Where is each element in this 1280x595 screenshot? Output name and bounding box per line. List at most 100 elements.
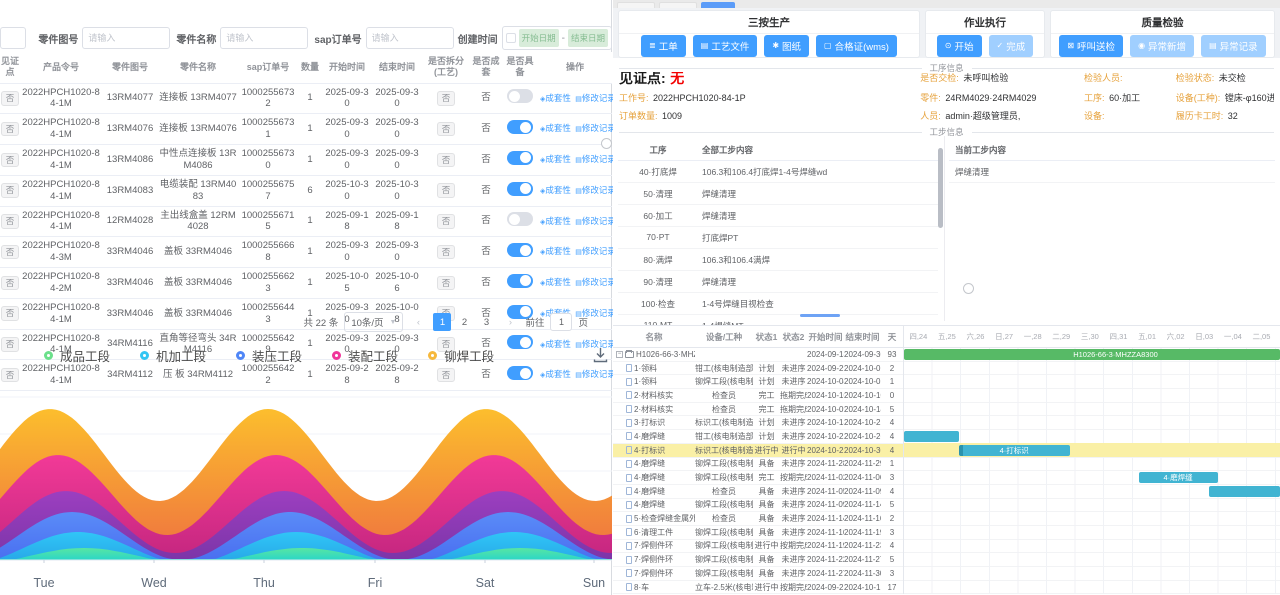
- ready-toggle[interactable]: [507, 335, 533, 350]
- action-button[interactable]: ⊠ 呼叫送检: [1059, 34, 1124, 57]
- split-button[interactable]: 否: [437, 337, 455, 352]
- filter-input[interactable]: [82, 27, 171, 49]
- gantt-row[interactable]: − 2·材料核实 检查员 完工 拖期完成 2024-10-09 2024-10-…: [613, 402, 1280, 417]
- gantt-row[interactable]: − 8·车 立车-2.5米(核电制造部) 进行中 按期完成 2024-09-25…: [613, 580, 1280, 595]
- complete-set-link[interactable]: ◈成套性: [540, 246, 571, 257]
- ready-toggle[interactable]: [507, 89, 533, 104]
- next-page-button[interactable]: ›: [508, 316, 513, 328]
- goto-page-input[interactable]: [550, 313, 573, 331]
- gantt-row[interactable]: − 1·领料 铆焊工段(核电制造部) 计划 未进序 2024-10-04 202…: [613, 374, 1280, 390]
- complete-set-link[interactable]: ◈成套性: [540, 369, 571, 380]
- gantt-row[interactable]: − 3·打标识 标识工(核电制造部) 计划 未进序 2024-10-18 202…: [613, 415, 1280, 431]
- tab-inactive[interactable]: [659, 2, 697, 8]
- page-size-select[interactable]: 10条/页 ▼: [344, 312, 404, 332]
- process-row[interactable]: 90·清理 焊缝清理: [618, 271, 938, 293]
- date-checkbox[interactable]: [505, 33, 516, 43]
- end-date-input[interactable]: 结束日期: [568, 29, 608, 47]
- gantt-bar[interactable]: 4·打标识: [958, 444, 1070, 456]
- action-button[interactable]: ≣ 工单: [641, 34, 686, 57]
- ready-toggle[interactable]: [507, 181, 533, 196]
- prev-page-button[interactable]: ‹: [416, 316, 421, 328]
- gantt-row[interactable]: − 7·焊侧件环 铆焊工段(核电制造部) 进行中 按期完成 2024-11-19…: [613, 539, 1280, 554]
- gantt-row[interactable]: − H1026-66-3·MHZZA8300 2024-09-18 2024-0…: [613, 347, 1280, 362]
- page-number-button[interactable]: 2: [461, 316, 468, 328]
- ready-toggle[interactable]: [507, 212, 533, 227]
- date-range-picker[interactable]: 开始日期 - 结束日期: [501, 26, 612, 50]
- horizontal-scrollbar[interactable]: [800, 314, 840, 317]
- complete-set-link[interactable]: ◈成套性: [540, 277, 571, 287]
- page-number-button[interactable]: 1: [433, 313, 452, 331]
- split-button[interactable]: 否: [437, 367, 455, 383]
- modify-record-link[interactable]: ▤修改记录: [575, 154, 616, 164]
- complete-set-link[interactable]: ◈成套性: [540, 338, 571, 349]
- complete-set-link[interactable]: ◈成套性: [540, 308, 571, 318]
- complete-set-link[interactable]: ◈成套性: [540, 154, 571, 164]
- gantt-row[interactable]: − 7·焊侧件环 铆焊工段(核电制造部) 具备 未进序 2024-11-27 2…: [613, 566, 1280, 581]
- split-button[interactable]: 否: [437, 244, 455, 260]
- vertical-scrollbar[interactable]: [938, 148, 943, 228]
- gantt-row[interactable]: − 4·磨焊缝 铆焊工段(核电制造部) 具备 未进序 2024-11-09 20…: [613, 498, 1280, 513]
- process-row[interactable]: 100·检查 1-4号焊缝目视检查: [618, 293, 938, 315]
- gantt-bar[interactable]: [904, 430, 959, 442]
- gantt-row[interactable]: − 7·焊侧件环 铆焊工段(核电制造部) 具备 未进序 2024-11-22 2…: [613, 552, 1280, 567]
- process-row[interactable]: 50·清理 焊缝清理: [618, 183, 938, 205]
- start-date-input[interactable]: 开始日期: [518, 29, 559, 47]
- gantt-row[interactable]: − 4·磨焊缝 铆焊工段(核电制造部) 完工 按期完成 2024-11-02 2…: [613, 470, 1280, 485]
- split-button[interactable]: 否: [437, 214, 455, 229]
- process-row[interactable]: 80·满焊 106.3和106.4满焊: [618, 249, 938, 271]
- legend-item[interactable]: 成品工段: [44, 346, 110, 365]
- action-button[interactable]: ✓ 完成: [988, 34, 1034, 57]
- ready-toggle[interactable]: [507, 243, 533, 258]
- download-icon[interactable]: [593, 347, 608, 368]
- ready-toggle[interactable]: [507, 150, 533, 165]
- filter-input[interactable]: [365, 27, 454, 49]
- complete-set-link[interactable]: ◈成套性: [540, 123, 571, 134]
- cropped-filter-input[interactable]: [0, 27, 27, 49]
- process-row[interactable]: 70·PT 打底焊PT: [618, 227, 938, 249]
- gantt-bar[interactable]: 4·磨焊缝: [1138, 471, 1218, 483]
- action-button[interactable]: ▤ 异常记录: [1201, 34, 1266, 57]
- gantt-row[interactable]: − 5·检查焊缝金属外观 检查员 具备 未进序 2024-11-14 2024-…: [613, 511, 1280, 526]
- modify-record-link[interactable]: ▤修改记录: [575, 184, 616, 195]
- modify-record-link[interactable]: ▤修改记录: [575, 246, 616, 257]
- ready-toggle[interactable]: [507, 366, 533, 381]
- tab-inactive[interactable]: [617, 2, 655, 8]
- collapse-icon[interactable]: −: [616, 350, 623, 358]
- modify-record-link[interactable]: ▤修改记录: [575, 215, 616, 226]
- page-number-button[interactable]: 3: [483, 316, 490, 328]
- nested-divider-handle[interactable]: [963, 283, 974, 294]
- gantt-bar[interactable]: [1209, 485, 1280, 497]
- gantt-row[interactable]: − 6·清理工件 铆焊工段(核电制造部) 具备 未进序 2024-11-16 2…: [613, 525, 1280, 540]
- legend-item[interactable]: 装配工段: [332, 346, 398, 365]
- action-button[interactable]: ◉ 异常新增: [1130, 34, 1195, 57]
- legend-item[interactable]: 机加工段: [140, 346, 206, 365]
- gantt-row[interactable]: − 4·打标识 标识工(核电制造部) 进行中 进行中 2024-10-26 20…: [613, 443, 1280, 458]
- legend-item[interactable]: 装压工段: [236, 346, 302, 365]
- ready-toggle[interactable]: [507, 273, 533, 288]
- modify-record-link[interactable]: ▤修改记录: [575, 338, 616, 349]
- gantt-row[interactable]: − 2·材料核实 检查员 完工 拖期完成 2024-10-10 2024-10-…: [613, 388, 1280, 403]
- ready-toggle[interactable]: [507, 304, 533, 319]
- action-button[interactable]: ⊙ 开始: [936, 34, 982, 57]
- action-button[interactable]: ▤ 工艺文件: [692, 34, 758, 57]
- gantt-row[interactable]: − 1·领料 钳工(核电制造部) 计划 未进序 2024-09-29 2024-…: [613, 361, 1280, 376]
- complete-set-link[interactable]: ◈成套性: [540, 92, 571, 103]
- process-row[interactable]: 40·打底焊 106.3和106.4打底焊1-4号焊缝wd: [618, 161, 938, 183]
- gantt-row[interactable]: − 4·磨焊缝 检查员 具备 未进序 2024-11-05 2024-11-09…: [613, 484, 1280, 499]
- split-divider-handle[interactable]: [601, 138, 612, 149]
- complete-set-link[interactable]: ◈成套性: [540, 215, 571, 226]
- modify-record-link[interactable]: ▤修改记录: [575, 307, 616, 318]
- process-row[interactable]: 60·加工 焊缝清理: [618, 205, 938, 227]
- gantt-row[interactable]: − 4·磨焊缝 钳工(核电制造部) 计划 未进序 2024-10-22 2024…: [613, 429, 1280, 444]
- split-button[interactable]: 否: [437, 121, 455, 137]
- split-button[interactable]: 否: [437, 183, 455, 198]
- complete-set-link[interactable]: ◈成套性: [540, 184, 571, 195]
- modify-record-link[interactable]: ▤修改记录: [575, 92, 616, 103]
- action-button[interactable]: ✱ 图纸: [764, 34, 810, 57]
- modify-record-link[interactable]: ▤修改记录: [575, 123, 616, 134]
- filter-input[interactable]: [220, 27, 309, 49]
- action-button[interactable]: ▢ 合格证(wms): [816, 34, 897, 57]
- gantt-row[interactable]: − 4·磨焊缝 铆焊工段(核电制造部) 具备 未进序 2024-11-28 20…: [613, 457, 1280, 472]
- split-button[interactable]: 否: [437, 275, 455, 291]
- modify-record-link[interactable]: ▤修改记录: [575, 277, 616, 287]
